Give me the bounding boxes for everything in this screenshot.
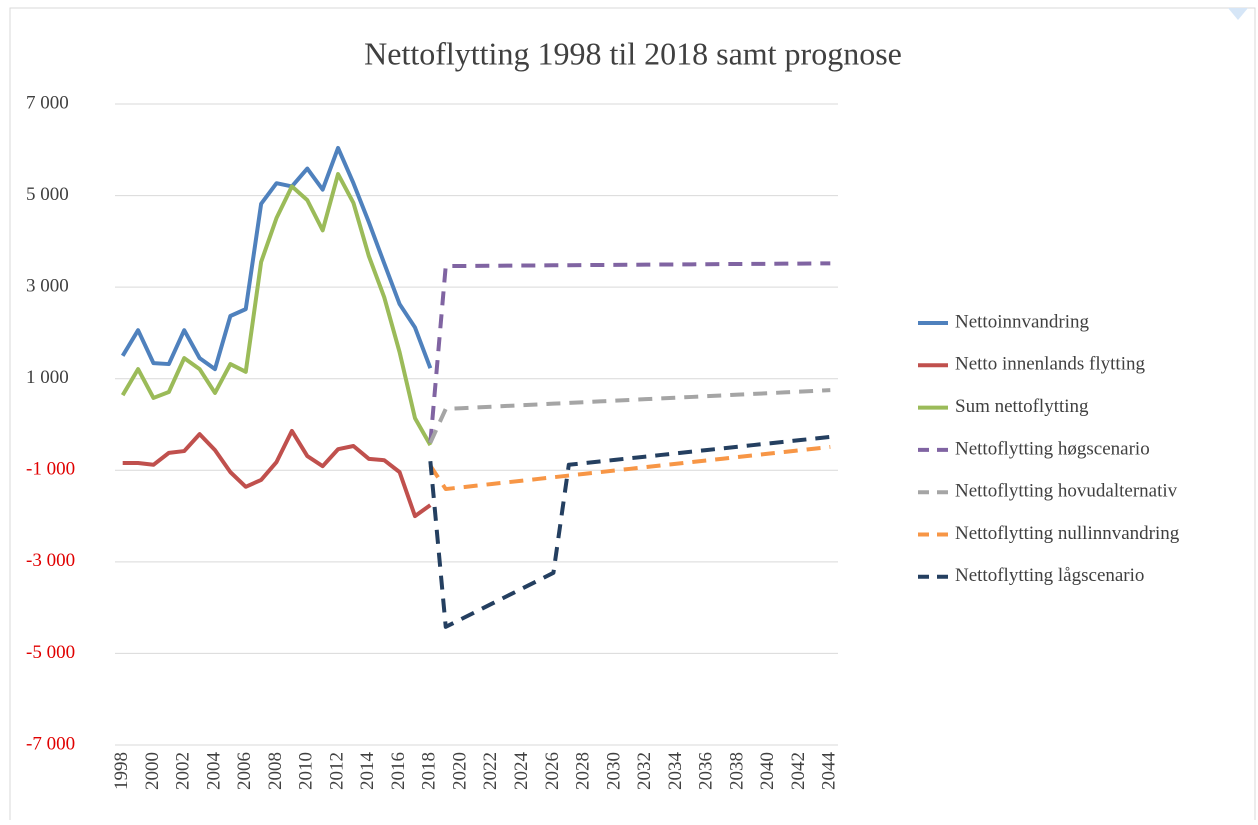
chart-title: Nettoflytting 1998 til 2018 samt prognos… (364, 35, 902, 71)
series-line (428, 444, 831, 492)
x-tick-label: 2008 (265, 752, 286, 790)
series-line (120, 145, 433, 372)
series-line (428, 388, 831, 444)
x-tick-label: 2040 (757, 752, 778, 790)
x-tick-label: 2018 (419, 752, 440, 790)
x-tick-label: 2010 (296, 752, 317, 790)
legend-label: Nettoflytting nullinnvandring (955, 523, 1180, 544)
x-tick-label: 2012 (326, 752, 347, 790)
legend-label: Nettoflytting lågscenario (955, 565, 1144, 586)
series-line (428, 261, 831, 443)
x-tick-label: 2026 (542, 752, 563, 790)
x-tick-label: 1998 (111, 752, 132, 790)
y-tick-label: -3 000 (26, 550, 75, 571)
x-tick-label: 2020 (449, 752, 470, 790)
x-tick-label: 2034 (665, 752, 686, 791)
x-tick-label: 2036 (696, 752, 717, 790)
y-tick-label: -7 000 (26, 733, 75, 754)
y-tick-label: -1 000 (26, 459, 75, 480)
legend-label: Netto innenlands flytting (955, 354, 1145, 375)
x-tick-label: 2016 (388, 752, 409, 790)
y-tick-label: 1 000 (26, 367, 69, 388)
y-tick-label: 3 000 (26, 276, 69, 297)
x-tick-label: 2002 (173, 752, 194, 790)
x-tick-label: 2038 (726, 752, 747, 790)
x-tick-label: 2022 (480, 752, 501, 790)
y-tick-label: 7 000 (26, 92, 69, 113)
x-tick-label: 2004 (203, 752, 224, 791)
x-tick-label: 2024 (511, 752, 532, 791)
x-tick-label: 2014 (357, 752, 378, 791)
series-line (122, 428, 432, 519)
y-tick-label: -5 000 (26, 642, 75, 663)
decoration (1228, 8, 1248, 20)
legend-label: Nettoflytting hovudalternativ (955, 481, 1178, 502)
x-tick-label: 2030 (603, 752, 624, 790)
series-line (120, 172, 433, 447)
legend-label: Sum nettoflytting (955, 396, 1089, 417)
chart-border (9, 7, 1256, 825)
y-tick-label: 5 000 (26, 184, 69, 205)
legend-label: Nettoinnvandring (955, 311, 1090, 332)
x-tick-label: 2032 (634, 752, 655, 790)
x-tick-label: 2000 (142, 752, 163, 790)
x-tick-label: 2044 (819, 752, 840, 791)
x-tick-label: 2006 (234, 752, 255, 790)
legend-label: Nettoflytting høgscenario (955, 438, 1150, 459)
x-tick-label: 2042 (788, 752, 809, 790)
x-tick-label: 2028 (573, 752, 594, 790)
